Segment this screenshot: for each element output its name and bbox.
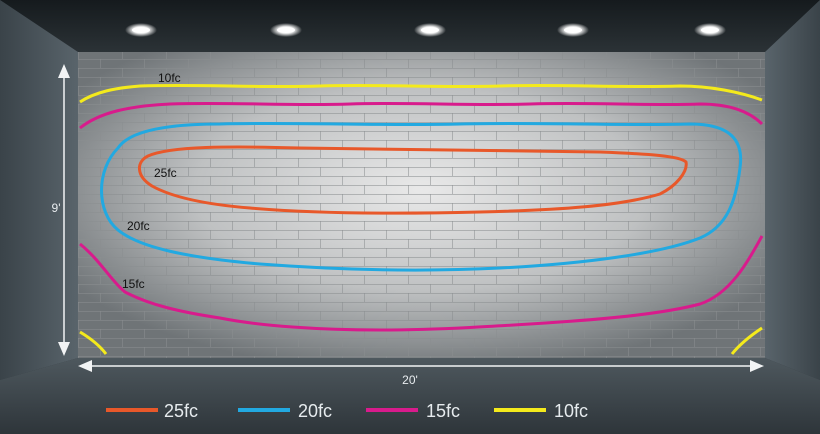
contour-label-25fc: 25fc (154, 166, 177, 180)
contour-15fc-top (79, 101, 764, 130)
legend-label-25fc: 25fc (164, 401, 198, 421)
height-label: 9' (52, 201, 61, 215)
legend-label-15fc: 15fc (426, 401, 460, 421)
left-side-wall (0, 0, 78, 380)
ceiling-light (564, 27, 582, 33)
ceiling (0, 0, 820, 52)
width-dimension (78, 360, 764, 372)
height-dimension (58, 64, 70, 356)
legend: 25fc 20fc 15fc 10fc (106, 401, 588, 421)
contour-label-10fc: 10fc (158, 71, 181, 85)
ceiling-light (701, 27, 719, 33)
ceiling-lights (125, 23, 726, 37)
legend-label-20fc: 20fc (298, 401, 332, 421)
ceiling-light (421, 27, 439, 33)
contour-25fc (138, 145, 688, 215)
ceiling-light (132, 27, 150, 33)
contour-label-15fc: 15fc (122, 277, 145, 291)
contour-20fc (100, 121, 743, 272)
ceiling-light (277, 27, 295, 33)
contour-10fc-bottom-right (730, 326, 763, 355)
contour-10fc-bottom-left (79, 330, 108, 355)
floor (0, 358, 820, 434)
contour-10fc-top (79, 83, 763, 104)
legend-label-10fc: 10fc (554, 401, 588, 421)
contour-15fc-bottom (79, 235, 764, 332)
right-side-wall (765, 0, 820, 380)
contour-label-20fc: 20fc (127, 219, 150, 233)
width-label: 20' (402, 373, 418, 387)
